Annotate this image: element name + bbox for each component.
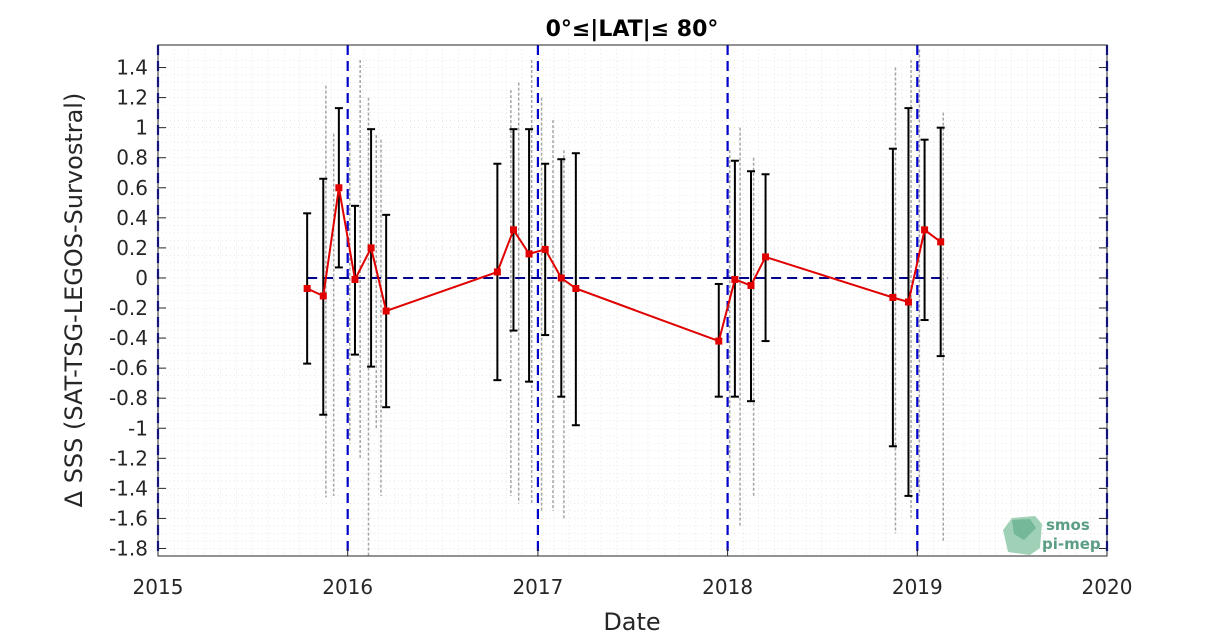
mean-marker bbox=[904, 298, 912, 306]
x-tick-label: 2017 bbox=[512, 575, 563, 599]
y-tick-label: -1.6 bbox=[109, 506, 148, 530]
y-tick-label: 1.2 bbox=[116, 86, 148, 110]
plot-frame bbox=[157, 44, 1108, 557]
plot-area bbox=[158, 45, 1107, 556]
mean-marker bbox=[335, 184, 343, 192]
x-tick-label: 2018 bbox=[702, 575, 753, 599]
y-tick-label: 0 bbox=[135, 266, 148, 290]
mean-marker bbox=[937, 238, 945, 246]
logo-text-smos: smos bbox=[1046, 516, 1090, 534]
x-axis-label: Date bbox=[603, 608, 660, 636]
y-tick-label: -1 bbox=[128, 416, 148, 440]
mean-marker bbox=[525, 250, 533, 258]
mean-marker bbox=[715, 337, 723, 345]
y-tick-labels: 1.4 1.2 1 0.8 0.6 0.4 0.2 0 -0.2 -0.4 -0.6 -0.8 -1 -1… bbox=[109, 56, 148, 561]
mean-marker bbox=[319, 292, 327, 300]
mean-markers bbox=[303, 184, 945, 345]
mean-marker bbox=[382, 307, 390, 315]
mean-marker bbox=[747, 281, 755, 289]
y-tick-label: 1.4 bbox=[116, 56, 148, 80]
y-tick-label: -0.6 bbox=[109, 356, 148, 380]
axis-ticks bbox=[157, 67, 1108, 556]
x-tick-label: 2016 bbox=[322, 575, 373, 599]
data-streaks bbox=[325, 49, 945, 556]
mean-marker bbox=[303, 284, 311, 292]
mean-series-line bbox=[306, 187, 942, 343]
y-tick-label: 0.4 bbox=[116, 206, 148, 230]
x-tick-label: 2015 bbox=[133, 575, 184, 599]
x-tick-label: 2019 bbox=[892, 575, 943, 599]
y-tick-label: -1.4 bbox=[109, 476, 148, 500]
chart-title: 0°≤|LAT|≤ 80° bbox=[546, 17, 719, 42]
mean-marker bbox=[572, 284, 580, 292]
mean-marker bbox=[493, 268, 501, 276]
y-tick-label: -1.2 bbox=[109, 446, 148, 470]
y-tick-label: 0.6 bbox=[116, 176, 148, 200]
y-axis-label: Δ SSS (SAT-TSG-LEGOS-Survostral) bbox=[60, 93, 88, 508]
x-tick-labels: 2015 2016 2017 2018 2019 2020 bbox=[133, 575, 1133, 599]
mean-marker bbox=[367, 244, 375, 252]
mean-marker bbox=[557, 274, 565, 282]
logo-map-highlight bbox=[1012, 519, 1036, 540]
mean-marker bbox=[541, 245, 549, 253]
x-tick-label: 2020 bbox=[1082, 575, 1133, 599]
mean-marker bbox=[889, 293, 897, 301]
y-tick-label: -1.8 bbox=[109, 536, 148, 560]
y-tick-label: 0.8 bbox=[116, 146, 148, 170]
y-tick-label: -0.4 bbox=[109, 326, 148, 350]
logo-text-pi-mep: pi-mep bbox=[1042, 535, 1101, 553]
smos-pi-mep-logo: smos pi-mep bbox=[1003, 516, 1101, 555]
mean-marker bbox=[351, 275, 359, 283]
mean-marker bbox=[731, 275, 739, 283]
mean-marker bbox=[921, 226, 929, 234]
y-tick-label: 0.2 bbox=[116, 236, 148, 260]
y-tick-label: -0.2 bbox=[109, 296, 148, 320]
y-tick-label: 1 bbox=[135, 116, 148, 140]
mean-marker bbox=[762, 253, 770, 261]
y-tick-label: -0.8 bbox=[109, 386, 148, 410]
mean-marker bbox=[509, 226, 517, 234]
